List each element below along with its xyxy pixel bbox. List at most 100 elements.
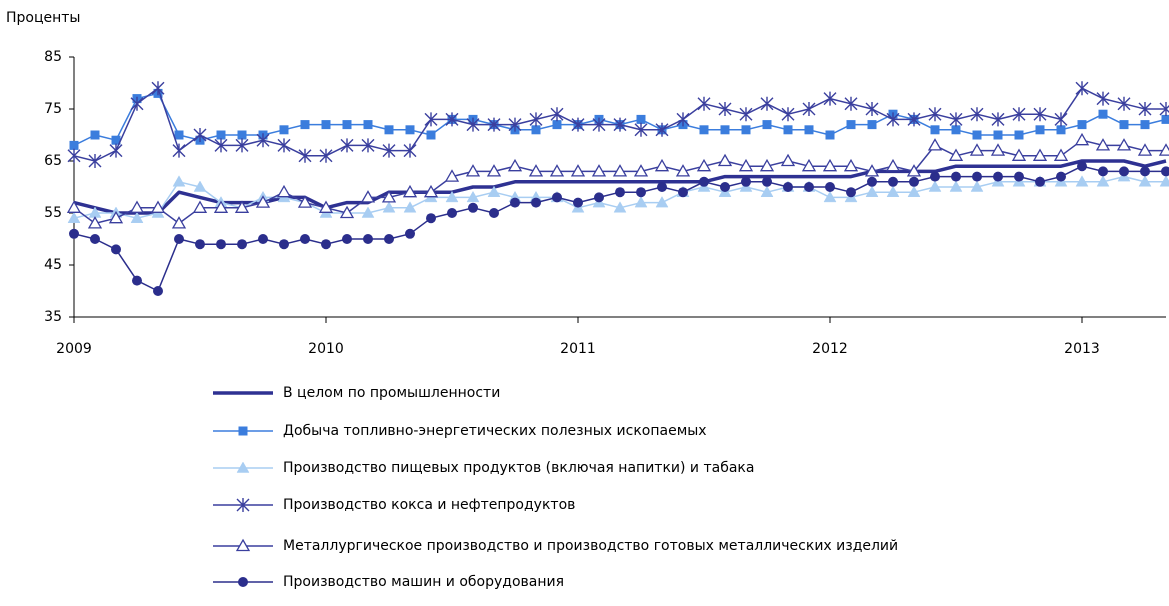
- marker: [552, 192, 562, 202]
- marker: [531, 198, 541, 208]
- marker: [447, 208, 457, 218]
- marker: [89, 154, 101, 168]
- marker: [826, 131, 835, 140]
- marker: [971, 107, 983, 121]
- y-tick-label: 65: [44, 153, 62, 169]
- marker: [195, 239, 205, 249]
- marker: [1015, 131, 1024, 140]
- marker: [1055, 112, 1067, 126]
- marker: [700, 125, 709, 134]
- marker: [258, 234, 268, 244]
- legend-item: Производство кокса и нефтепродуктов: [213, 497, 575, 513]
- marker: [677, 112, 689, 126]
- marker: [153, 286, 163, 296]
- y-tick-label: 45: [44, 257, 62, 273]
- marker: [951, 172, 961, 182]
- marker: [131, 97, 143, 111]
- marker: [972, 172, 982, 182]
- marker: [551, 107, 563, 121]
- marker: [132, 276, 142, 286]
- marker: [1076, 134, 1088, 145]
- marker: [805, 125, 814, 134]
- marker: [173, 176, 185, 187]
- legend-item: Производство пищевых продуктов (включая …: [213, 460, 754, 476]
- marker: [110, 144, 122, 158]
- marker: [803, 102, 815, 116]
- marker: [1036, 125, 1045, 134]
- marker: [1097, 92, 1109, 106]
- legend-label: Добыча топливно-энергетических полезных …: [283, 423, 707, 439]
- marker: [69, 229, 79, 239]
- marker: [173, 217, 185, 228]
- legend-label: Производство машин и оборудования: [283, 574, 564, 590]
- marker: [741, 177, 751, 187]
- marker: [70, 141, 79, 150]
- marker: [656, 160, 668, 171]
- y-axis-label: Проценты: [6, 10, 80, 26]
- marker: [993, 172, 1003, 182]
- marker: [173, 144, 185, 158]
- marker: [783, 182, 793, 192]
- marker: [364, 120, 373, 129]
- marker: [952, 125, 961, 134]
- marker: [888, 177, 898, 187]
- marker: [678, 187, 688, 197]
- marker: [782, 107, 794, 121]
- marker: [384, 234, 394, 244]
- marker: [300, 234, 310, 244]
- y-tick-label: 35: [44, 309, 62, 325]
- marker: [615, 187, 625, 197]
- x-tick-label: 2011: [560, 341, 596, 357]
- marker: [1161, 166, 1169, 176]
- marker: [594, 192, 604, 202]
- x-tick-label: 2013: [1064, 341, 1100, 357]
- marker: [657, 182, 667, 192]
- marker: [91, 131, 100, 140]
- marker: [573, 198, 583, 208]
- marker: [950, 112, 962, 126]
- marker: [174, 234, 184, 244]
- legend-label: Производство пищевых продуктов (включая …: [283, 460, 754, 476]
- marker: [1077, 161, 1087, 171]
- marker: [929, 139, 941, 150]
- marker: [992, 112, 1004, 126]
- marker: [278, 138, 290, 152]
- legend-item: В целом по промышленности: [213, 385, 500, 401]
- marker: [847, 120, 856, 129]
- marker: [825, 182, 835, 192]
- marker: [762, 177, 772, 187]
- marker: [342, 234, 352, 244]
- marker: [1057, 125, 1066, 134]
- marker: [385, 125, 394, 134]
- marker: [1140, 166, 1150, 176]
- marker: [1099, 110, 1108, 119]
- marker: [1098, 166, 1108, 176]
- marker: [887, 160, 899, 171]
- marker: [866, 102, 878, 116]
- marker: [237, 239, 247, 249]
- marker: [1014, 172, 1024, 182]
- marker: [217, 131, 226, 140]
- marker: [510, 198, 520, 208]
- marker: [804, 182, 814, 192]
- marker: [509, 160, 521, 171]
- marker: [845, 97, 857, 111]
- marker: [929, 107, 941, 121]
- marker: [239, 427, 248, 436]
- marker: [867, 177, 877, 187]
- marker: [343, 120, 352, 129]
- marker: [719, 155, 731, 166]
- marker: [784, 125, 793, 134]
- marker: [406, 125, 415, 134]
- marker: [782, 155, 794, 166]
- marker: [489, 208, 499, 218]
- marker: [1078, 120, 1087, 129]
- marker: [68, 149, 80, 163]
- marker: [1162, 115, 1169, 124]
- marker: [824, 92, 836, 106]
- marker: [763, 120, 772, 129]
- legend-item: Производство машин и оборудования: [213, 574, 564, 590]
- marker: [868, 120, 877, 129]
- marker: [636, 187, 646, 197]
